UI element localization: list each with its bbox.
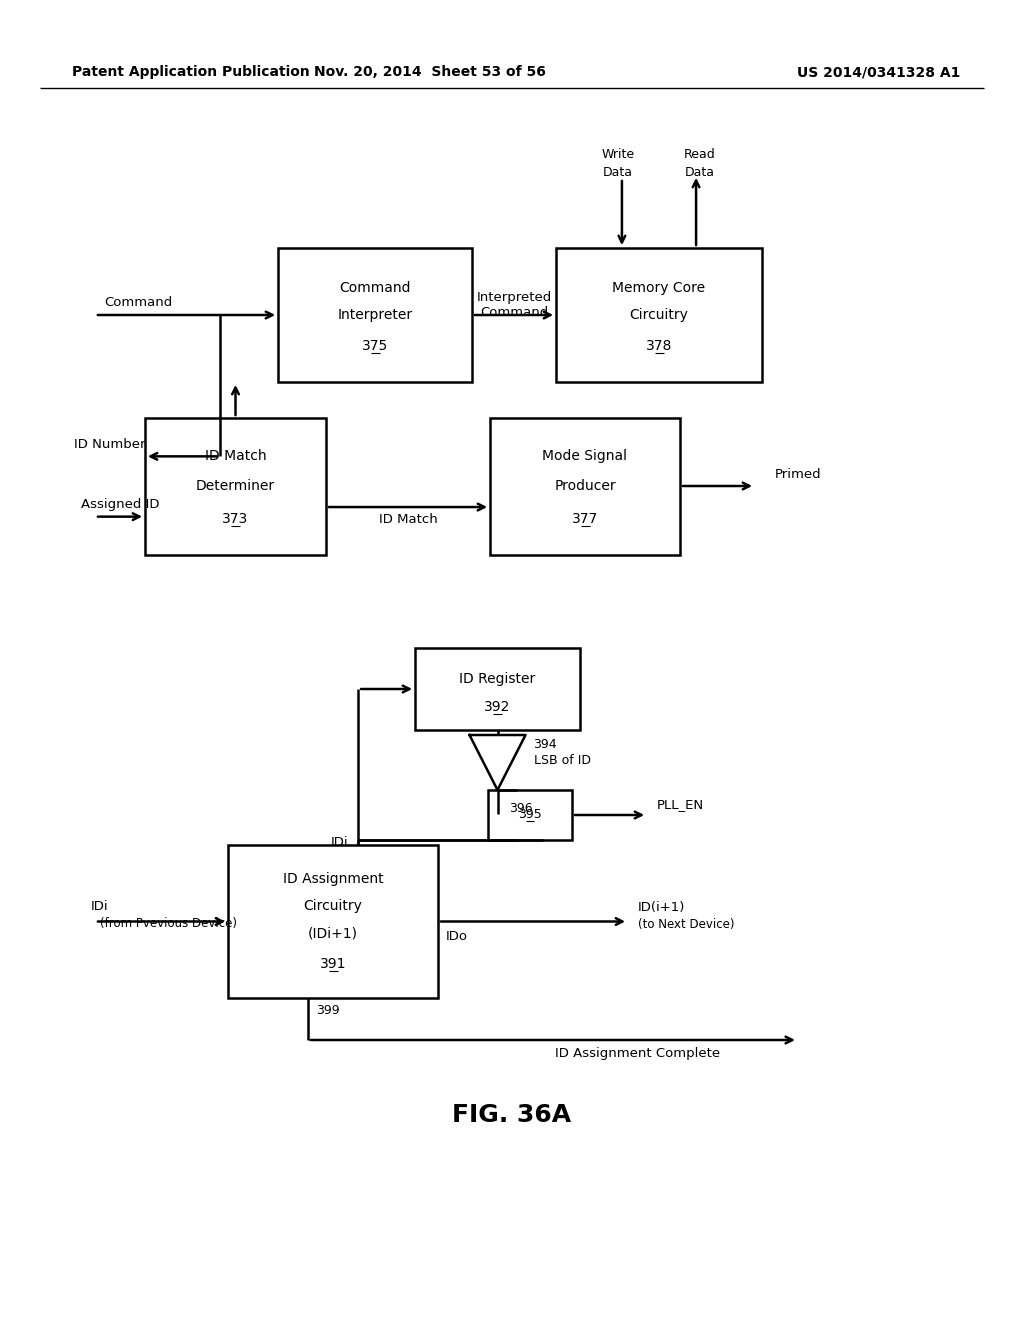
Text: Producer: Producer xyxy=(554,479,615,494)
Text: (to Next Device): (to Next Device) xyxy=(638,917,734,931)
Text: Determiner: Determiner xyxy=(196,479,275,494)
Text: 375: 375 xyxy=(361,339,388,352)
Text: 391: 391 xyxy=(319,957,346,972)
Text: ID Assignment: ID Assignment xyxy=(283,871,383,886)
Text: 396: 396 xyxy=(510,801,534,814)
Text: Circuitry: Circuitry xyxy=(630,308,688,322)
Bar xyxy=(488,789,572,840)
Text: 378: 378 xyxy=(646,339,672,352)
Text: ID Match: ID Match xyxy=(379,512,437,525)
Text: Primed: Primed xyxy=(775,467,821,480)
Text: ID Number: ID Number xyxy=(75,438,145,451)
Text: Data: Data xyxy=(603,165,633,178)
Text: Memory Core: Memory Core xyxy=(612,281,706,296)
Text: Circuitry: Circuitry xyxy=(303,899,362,913)
Text: 395: 395 xyxy=(518,808,542,821)
Bar xyxy=(145,418,326,554)
Text: 377: 377 xyxy=(571,512,598,527)
Text: FIG. 36A: FIG. 36A xyxy=(453,1104,571,1127)
Text: (IDi+1): (IDi+1) xyxy=(308,927,358,941)
Text: Mode Signal: Mode Signal xyxy=(543,449,628,463)
Text: Read: Read xyxy=(684,149,716,161)
Bar xyxy=(556,248,762,381)
Text: Interpreter: Interpreter xyxy=(338,308,413,322)
Text: 373: 373 xyxy=(222,512,249,527)
Text: 392: 392 xyxy=(484,700,511,714)
Text: US 2014/0341328 A1: US 2014/0341328 A1 xyxy=(797,65,961,79)
Text: Interpreted: Interpreted xyxy=(476,290,552,304)
Text: ID Register: ID Register xyxy=(460,672,536,686)
Bar xyxy=(228,845,438,998)
Text: Command: Command xyxy=(103,296,172,309)
Text: 394: 394 xyxy=(534,738,557,751)
Text: 399: 399 xyxy=(315,1003,339,1016)
Text: ID Match: ID Match xyxy=(205,449,266,463)
Circle shape xyxy=(490,793,505,807)
Text: IDo: IDo xyxy=(446,931,468,942)
Bar xyxy=(415,648,580,730)
Text: PLL_EN: PLL_EN xyxy=(657,799,705,812)
Text: Command: Command xyxy=(480,305,548,318)
Text: ID(i+1): ID(i+1) xyxy=(638,902,685,913)
Text: Nov. 20, 2014  Sheet 53 of 56: Nov. 20, 2014 Sheet 53 of 56 xyxy=(314,65,546,79)
Text: Write: Write xyxy=(601,149,635,161)
Text: Assigned ID: Assigned ID xyxy=(81,498,160,511)
Text: Command: Command xyxy=(339,281,411,296)
Bar xyxy=(490,418,680,554)
Text: IDi: IDi xyxy=(91,900,109,913)
Text: (from Pvevious Device): (from Pvevious Device) xyxy=(100,917,237,931)
Text: Patent Application Publication: Patent Application Publication xyxy=(72,65,309,79)
Bar xyxy=(278,248,472,381)
Text: Data: Data xyxy=(685,165,715,178)
Text: LSB of ID: LSB of ID xyxy=(534,754,591,767)
Text: IDi: IDi xyxy=(331,836,348,849)
Text: ID Assignment Complete: ID Assignment Complete xyxy=(555,1047,720,1060)
